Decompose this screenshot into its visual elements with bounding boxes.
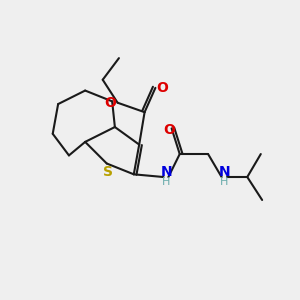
Text: N: N [160, 165, 172, 178]
Text: O: O [156, 81, 168, 95]
Text: O: O [104, 96, 116, 110]
Text: S: S [103, 165, 113, 178]
Text: H: H [220, 177, 229, 188]
Text: N: N [218, 165, 230, 178]
Text: H: H [162, 177, 170, 187]
Text: O: O [163, 123, 175, 137]
